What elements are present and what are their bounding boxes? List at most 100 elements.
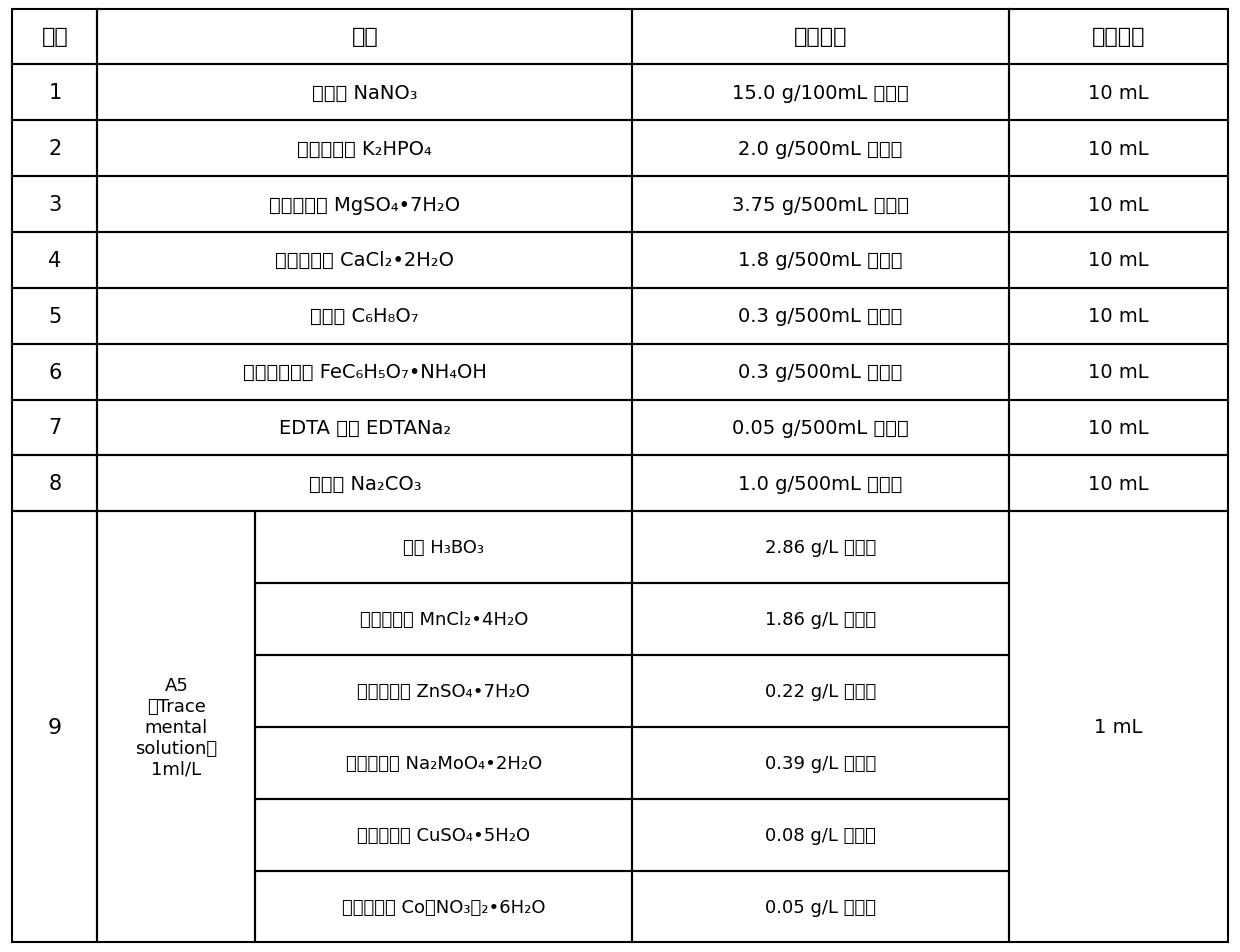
Text: 四水氯化锰 MnCl₂•4H₂O: 四水氯化锰 MnCl₂•4H₂O <box>360 610 528 628</box>
Bar <box>12 512 98 942</box>
Bar <box>632 456 1009 512</box>
Text: 2.86 g/L 蒸馏水: 2.86 g/L 蒸馏水 <box>765 539 877 557</box>
Bar <box>98 345 632 400</box>
Bar <box>12 345 98 400</box>
Text: 五水硫酸铜 CuSO₄•5H₂O: 五水硫酸铜 CuSO₄•5H₂O <box>357 825 531 843</box>
Bar <box>98 400 632 456</box>
Bar <box>1009 345 1228 400</box>
Text: 0.39 g/L 蒸馏水: 0.39 g/L 蒸馏水 <box>765 754 877 772</box>
Bar <box>632 232 1009 288</box>
Bar <box>1009 456 1228 512</box>
Text: 1: 1 <box>48 83 62 103</box>
Text: 1.8 g/500mL 蒸馏水: 1.8 g/500mL 蒸馏水 <box>738 251 903 270</box>
Text: 七水硫酸锌 ZnSO₄•7H₂O: 七水硫酸锌 ZnSO₄•7H₂O <box>357 683 531 701</box>
Bar <box>1009 400 1228 456</box>
Text: 10 mL: 10 mL <box>1087 195 1148 214</box>
Bar <box>98 177 632 232</box>
Text: 10 mL: 10 mL <box>1087 419 1148 438</box>
Text: 磷酸氢二钾 K₂HPO₄: 磷酸氢二钾 K₂HPO₄ <box>298 140 433 159</box>
Bar <box>12 66 98 121</box>
Text: 硼酸 H₃BO₃: 硼酸 H₃BO₃ <box>403 539 485 557</box>
Bar <box>98 288 632 345</box>
Text: 3.75 g/500mL 蒸馏水: 3.75 g/500mL 蒸馏水 <box>732 195 909 214</box>
Bar <box>255 799 632 871</box>
Text: EDTA 钠盐 EDTANa₂: EDTA 钠盐 EDTANa₂ <box>279 419 451 438</box>
Text: 二水钼酸钠 Na₂MoO₄•2H₂O: 二水钼酸钠 Na₂MoO₄•2H₂O <box>346 754 542 772</box>
Text: 4: 4 <box>48 250 62 270</box>
Text: 二水氯化钙 CaCl₂•2H₂O: 二水氯化钙 CaCl₂•2H₂O <box>275 251 454 270</box>
Text: 3: 3 <box>48 195 62 215</box>
Bar <box>632 799 1009 871</box>
Bar <box>632 871 1009 942</box>
Text: 2: 2 <box>48 139 62 159</box>
Bar <box>12 10 98 66</box>
Text: 碳酸钠 Na₂CO₃: 碳酸钠 Na₂CO₃ <box>309 474 422 493</box>
Text: 0.05 g/L 蒸馏水: 0.05 g/L 蒸馏水 <box>765 898 875 916</box>
Bar <box>255 512 632 584</box>
Text: 七水硫酸镁 MgSO₄•7H₂O: 七水硫酸镁 MgSO₄•7H₂O <box>269 195 460 214</box>
Bar <box>255 871 632 942</box>
Bar <box>1009 66 1228 121</box>
Text: 母液用量: 母液用量 <box>1091 28 1145 48</box>
Text: 柠檬酸 C₆H₈O₇: 柠檬酸 C₆H₈O₇ <box>310 307 419 326</box>
Text: 10 mL: 10 mL <box>1087 474 1148 493</box>
Text: 10 mL: 10 mL <box>1087 84 1148 103</box>
Text: A5
（Trace
mental
solution）
1ml/L: A5 （Trace mental solution） 1ml/L <box>135 677 217 778</box>
Bar <box>632 10 1009 66</box>
Bar <box>98 66 632 121</box>
Text: 8: 8 <box>48 474 62 494</box>
Bar <box>632 345 1009 400</box>
Text: 9: 9 <box>48 717 62 737</box>
Bar <box>1009 121 1228 177</box>
Text: 组分: 组分 <box>351 28 378 48</box>
Text: 15.0 g/100mL 蒸馏水: 15.0 g/100mL 蒸馏水 <box>732 84 909 103</box>
Text: 5: 5 <box>48 307 62 327</box>
Bar <box>255 727 632 799</box>
Text: 六水硝酸钴 Co（NO₃）₂•6H₂O: 六水硝酸钴 Co（NO₃）₂•6H₂O <box>342 898 546 916</box>
Text: 1.0 g/500mL 蒸馏水: 1.0 g/500mL 蒸馏水 <box>738 474 903 493</box>
Text: 10 mL: 10 mL <box>1087 307 1148 326</box>
Text: 10 mL: 10 mL <box>1087 251 1148 270</box>
Text: 0.3 g/500mL 蒸馏水: 0.3 g/500mL 蒸馏水 <box>738 307 903 326</box>
Bar <box>12 288 98 345</box>
Bar <box>12 177 98 232</box>
Bar <box>12 232 98 288</box>
Text: 10 mL: 10 mL <box>1087 363 1148 382</box>
Bar <box>632 400 1009 456</box>
Text: 10 mL: 10 mL <box>1087 140 1148 159</box>
Bar <box>632 121 1009 177</box>
Text: 柠檬酸酸铁铵 FeC₆H₅O₇•NH₄OH: 柠檬酸酸铁铵 FeC₆H₅O₇•NH₄OH <box>243 363 487 382</box>
Bar <box>1009 512 1228 942</box>
Text: 0.22 g/L 蒸馏水: 0.22 g/L 蒸馏水 <box>765 683 877 701</box>
Bar <box>12 400 98 456</box>
Bar <box>255 584 632 655</box>
Bar <box>1009 288 1228 345</box>
Text: 7: 7 <box>48 418 62 438</box>
Text: 0.3 g/500mL 蒸馏水: 0.3 g/500mL 蒸馏水 <box>738 363 903 382</box>
Text: 0.08 g/L 蒸馏水: 0.08 g/L 蒸馏水 <box>765 825 875 843</box>
Bar <box>632 655 1009 727</box>
Text: 1.86 g/L 蒸馏水: 1.86 g/L 蒸馏水 <box>765 610 877 628</box>
Bar <box>98 512 255 942</box>
Bar <box>1009 10 1228 66</box>
Text: 2.0 g/500mL 蒸馏水: 2.0 g/500mL 蒸馏水 <box>738 140 903 159</box>
Bar <box>632 177 1009 232</box>
Text: 母液浓度: 母液浓度 <box>794 28 847 48</box>
Bar <box>98 10 632 66</box>
Text: 序号: 序号 <box>42 28 68 48</box>
Text: 1 mL: 1 mL <box>1094 718 1142 737</box>
Bar <box>1009 232 1228 288</box>
Text: 6: 6 <box>48 363 62 382</box>
Text: 硝酸钠 NaNO₃: 硝酸钠 NaNO₃ <box>312 84 418 103</box>
Bar <box>632 512 1009 584</box>
Bar <box>1009 177 1228 232</box>
Bar <box>632 584 1009 655</box>
Bar <box>12 456 98 512</box>
Bar <box>632 288 1009 345</box>
Bar <box>632 66 1009 121</box>
Bar <box>632 727 1009 799</box>
Bar <box>98 232 632 288</box>
Text: 0.05 g/500mL 蒸馏水: 0.05 g/500mL 蒸馏水 <box>732 419 909 438</box>
Bar <box>98 456 632 512</box>
Bar <box>255 655 632 727</box>
